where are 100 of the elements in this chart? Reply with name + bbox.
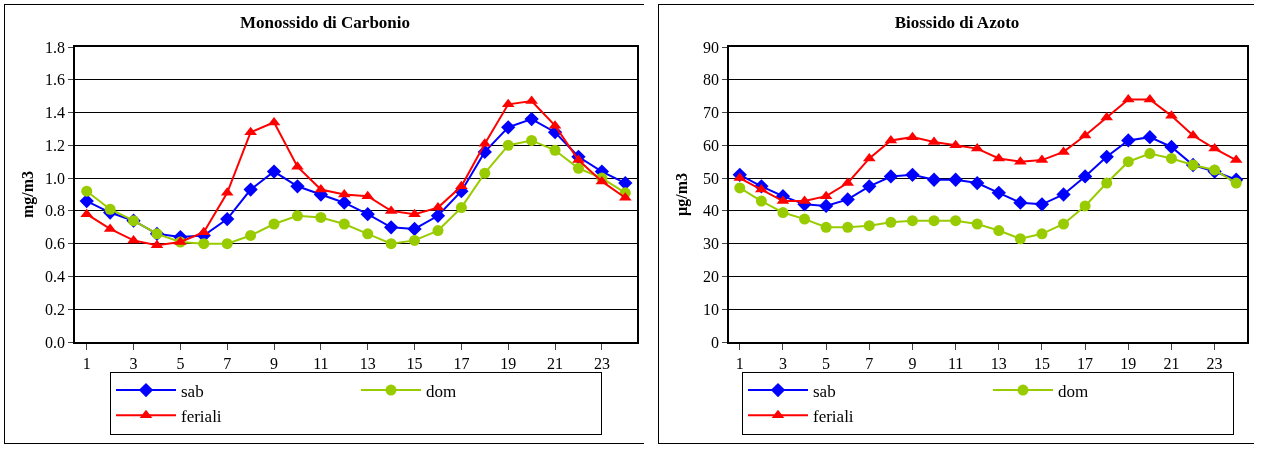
- point: [992, 152, 1006, 162]
- chart-title: Biossido di Azoto: [894, 12, 1020, 32]
- point: [1122, 156, 1134, 168]
- point: [885, 216, 897, 228]
- point: [501, 120, 516, 135]
- y-tick-label: 0: [711, 333, 720, 351]
- y-tick-label: 1.4: [45, 104, 66, 122]
- point: [479, 167, 491, 179]
- point: [81, 185, 93, 197]
- point: [1079, 200, 1091, 212]
- point: [150, 239, 164, 249]
- point: [1121, 133, 1136, 148]
- point: [315, 211, 327, 223]
- point: [245, 229, 257, 241]
- point: [1056, 187, 1071, 202]
- legend-label: dom: [1058, 381, 1089, 401]
- point: [1230, 177, 1242, 189]
- point: [1100, 111, 1114, 121]
- point: [291, 210, 303, 222]
- point: [883, 169, 899, 184]
- legend-label: sab: [813, 381, 836, 401]
- point: [993, 225, 1005, 237]
- x-tick-label: 3: [129, 354, 138, 372]
- chart-title: Monossido di Carbonio: [239, 12, 411, 32]
- point: [409, 234, 421, 246]
- point: [501, 98, 515, 108]
- point: [502, 139, 514, 151]
- x-tick-label: 1: [82, 354, 91, 372]
- y-tick-label: 10: [703, 300, 720, 318]
- point: [842, 221, 854, 233]
- point: [243, 182, 258, 197]
- point: [1144, 148, 1156, 160]
- point: [777, 207, 789, 219]
- point: [862, 179, 877, 194]
- point: [455, 202, 467, 214]
- point: [267, 116, 281, 126]
- legend-label: feriali: [813, 406, 854, 426]
- legend-label: dom: [426, 381, 457, 401]
- point: [455, 180, 468, 190]
- y-axis-title: mg/m3: [18, 170, 37, 219]
- point: [1034, 197, 1050, 212]
- y-tick-label: 1.2: [45, 136, 66, 154]
- point: [1099, 149, 1114, 164]
- point: [385, 238, 397, 250]
- y-tick-label: 30: [703, 235, 720, 253]
- point: [799, 213, 811, 225]
- point: [432, 225, 444, 237]
- point: [950, 215, 962, 227]
- y-tick-label: 80: [703, 71, 720, 89]
- point: [1013, 195, 1028, 210]
- point: [430, 208, 446, 223]
- point: [991, 185, 1006, 201]
- point: [862, 152, 876, 162]
- point: [863, 220, 875, 232]
- x-tick-label: 1: [735, 354, 744, 372]
- point: [1101, 177, 1113, 189]
- point: [524, 111, 539, 127]
- x-tick-label: 23: [1206, 354, 1223, 372]
- point: [1142, 129, 1158, 145]
- point: [338, 218, 350, 230]
- x-tick-label: 11: [947, 354, 964, 372]
- x-tick-label: 7: [223, 354, 232, 372]
- point: [266, 164, 282, 179]
- point: [1014, 233, 1026, 245]
- y-tick-label: 1.6: [45, 71, 66, 89]
- point: [572, 162, 584, 174]
- x-tick-label: 9: [270, 354, 279, 372]
- y-tick-label: 0.2: [45, 300, 66, 318]
- point: [220, 211, 235, 227]
- x-tick-label: 3: [778, 354, 787, 372]
- y-axis-title: µg/m3: [672, 173, 691, 216]
- point: [949, 139, 962, 149]
- y-tick-label: 90: [703, 38, 720, 56]
- point: [221, 238, 233, 250]
- x-tick-label: 5: [822, 354, 831, 372]
- x-tick-label: 5: [176, 354, 185, 372]
- legend-label: feriali: [181, 406, 222, 426]
- point: [549, 144, 561, 156]
- y-tick-label: 20: [703, 268, 720, 286]
- y-tick-label: 0.6: [45, 235, 66, 253]
- point: [884, 134, 898, 144]
- point: [526, 134, 538, 146]
- point: [1164, 139, 1179, 155]
- point: [818, 198, 834, 214]
- point: [971, 218, 983, 230]
- y-tick-label: 0.0: [45, 333, 66, 351]
- point: [1165, 152, 1177, 164]
- point: [1143, 93, 1157, 103]
- x-tick-label: 19: [1120, 354, 1137, 372]
- x-tick-label: 13: [359, 354, 376, 372]
- x-tick-label: 11: [313, 354, 329, 372]
- point: [970, 175, 985, 191]
- point: [926, 172, 942, 187]
- point: [360, 207, 375, 222]
- point: [906, 215, 918, 227]
- point: [337, 195, 352, 210]
- x-tick-label: 7: [865, 354, 874, 372]
- point: [820, 221, 832, 233]
- point: [734, 182, 746, 194]
- point: [407, 221, 422, 237]
